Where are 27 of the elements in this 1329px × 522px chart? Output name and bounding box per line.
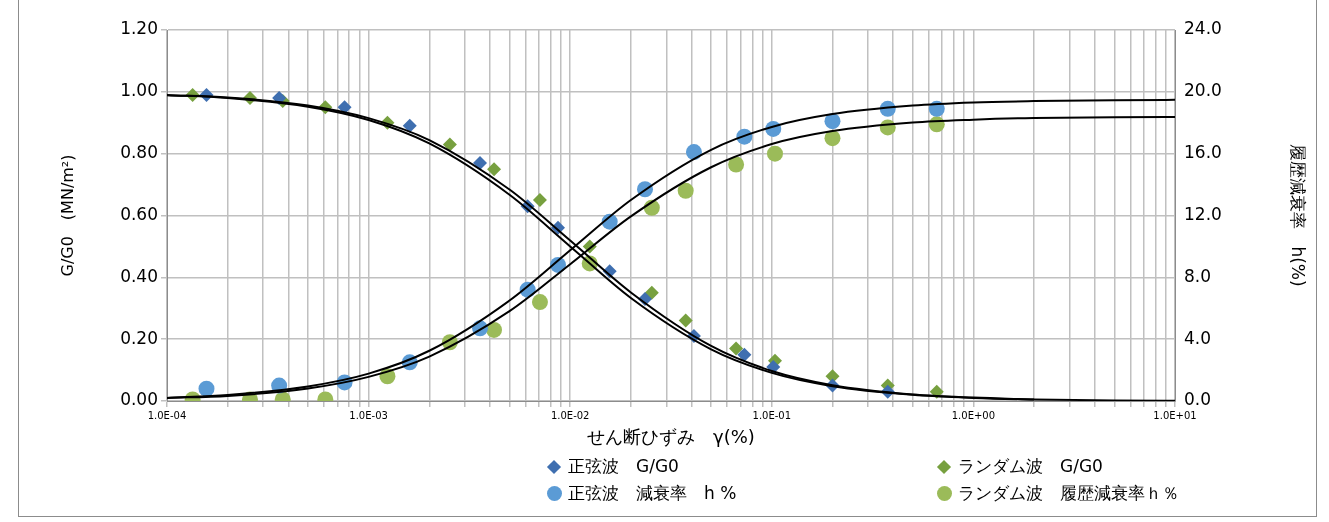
x-tick-label: 1.0E-01 [752, 409, 792, 421]
y-axis-title: G/G0 (MN/m²) [57, 154, 77, 277]
y2-axis-title: 履歴減衰率 h(%) [1288, 144, 1309, 287]
legend-label: 正弦波 G/G0 [568, 455, 679, 478]
y-tick-label: 0.80 [120, 142, 158, 163]
legend-label: ランダム波 G/G0 [958, 455, 1103, 478]
y2-tick-label: 8.0 [1184, 265, 1212, 286]
y2-tick-label: 16.0 [1184, 142, 1222, 163]
x-tick-label: 1.0E-03 [349, 409, 388, 421]
y2-tick-label: 4.0 [1184, 327, 1212, 348]
y2-tick-label: 24.0 [1184, 18, 1222, 39]
y2-tick-label: 20.0 [1184, 80, 1222, 101]
y-tick-label: 0.60 [120, 203, 158, 224]
x-tick-label: 1.0E-02 [550, 409, 590, 421]
y-tick-label: 1.00 [120, 80, 158, 101]
x-tick-label: 1.0E-04 [147, 409, 187, 421]
y-tick-label: 0.00 [120, 389, 158, 410]
x-tick-label: 1.0E+00 [951, 409, 996, 421]
x-tick-label: 1.0E+01 [1153, 409, 1197, 421]
y-tick-label: 0.40 [120, 265, 158, 286]
y-tick-label: 0.20 [120, 327, 158, 348]
legend-label: ランダム波 履歴減衰率ｈ％ [958, 482, 1179, 505]
x-axis-title: せん断ひずみ γ(%) [587, 425, 755, 447]
legend-label: 正弦波 減衰率 h % [568, 482, 737, 505]
y2-tick-label: 12.0 [1184, 203, 1222, 224]
y2-tick-label: 0.0 [1184, 389, 1212, 410]
y-tick-label: 1.20 [120, 18, 158, 39]
